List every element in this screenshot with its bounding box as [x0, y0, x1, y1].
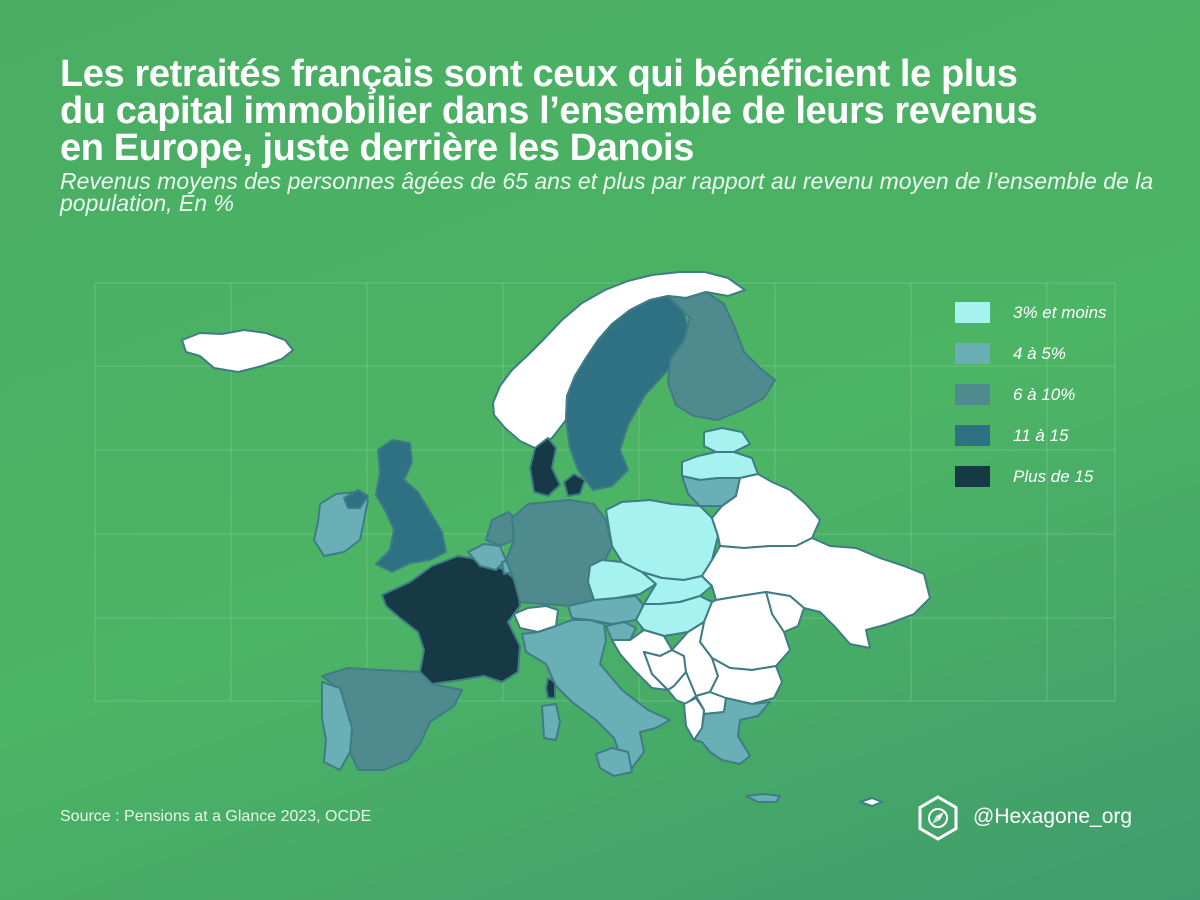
legend-label: 11 à 15: [1013, 426, 1069, 445]
legend-label: Plus de 15: [1013, 467, 1094, 486]
legend-label: 4 à 5%: [1013, 344, 1066, 363]
country-denmark-zealand: [563, 473, 586, 497]
country-denmark: [529, 437, 561, 497]
country-czechia: [587, 559, 657, 601]
legend-label: 6 à 10%: [1013, 385, 1076, 404]
country-cyprus: [859, 797, 883, 807]
legend-item: 4 à 5%: [955, 343, 1185, 384]
hexagon-compass-icon: [918, 795, 958, 841]
country-crete: [745, 793, 781, 803]
source-note: Source : Pensions at a Glance 2023, OCDE: [60, 808, 372, 825]
country-northern-ireland: [343, 489, 369, 509]
legend-swatch: [955, 466, 990, 487]
country-iceland: [181, 329, 294, 373]
chart-title: Les retraités français sont ceux qui bén…: [60, 53, 1038, 169]
legend-item: 11 à 15: [955, 425, 1185, 466]
legend-swatch: [955, 343, 990, 364]
country-bulgaria: [709, 657, 783, 705]
country-estonia: [703, 427, 751, 453]
legend-item: 3% et moins: [955, 302, 1185, 343]
country-greece: [693, 697, 771, 765]
country-sicily: [595, 747, 633, 777]
country-sardinia: [541, 703, 561, 741]
chart-subtitle: Revenus moyens des personnes âgées de 65…: [60, 168, 1154, 216]
legend-label: 3% et moins: [1013, 303, 1107, 322]
brand-handle: @Hexagone_org: [973, 805, 1133, 828]
legend-swatch: [955, 302, 990, 323]
legend-swatch: [955, 384, 990, 405]
country-portugal: [321, 681, 353, 771]
legend-swatch: [955, 425, 990, 446]
country-slovenia: [605, 621, 637, 641]
legend-item: Plus de 15: [955, 466, 1185, 507]
country-finland: [667, 291, 776, 421]
country-france: [381, 555, 521, 685]
map-legend: 3% et moins 4 à 5% 6 à 10% 11 à 15 Plus …: [955, 302, 1185, 507]
legend-item: 6 à 10%: [955, 384, 1185, 425]
country-switzerland: [513, 605, 559, 633]
country-united-kingdom: [375, 439, 447, 573]
